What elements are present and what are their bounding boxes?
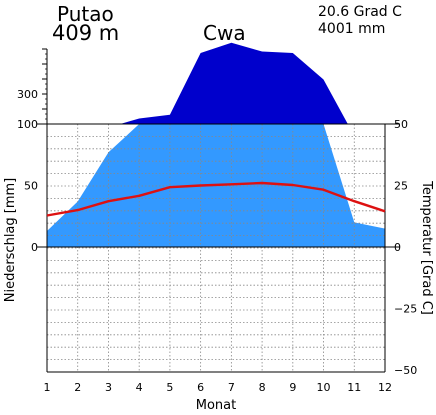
x-tick-label: 4 [136,381,143,394]
y-left-tick-label: 300 [17,88,38,101]
x-tick-label: 9 [289,381,296,394]
grid [46,123,386,373]
x-tick-label: 2 [74,381,81,394]
x-tick-label: 10 [317,381,331,394]
x-tick-label: 3 [105,381,112,394]
y-right-tick-label: −25 [394,303,417,316]
y-left-tick-label: 100 [17,118,38,131]
y-left-tick-label: 0 [31,241,38,254]
y-right-tick-label: 50 [394,118,408,131]
x-tick-label: 12 [378,381,392,394]
x-tick-label: 8 [259,381,266,394]
x-tick-label: 11 [347,381,361,394]
station-elevation: 409 m [52,21,120,45]
precip-area-high [120,42,348,124]
y-left-tick-label: 50 [24,180,38,193]
y-right-tick-label: 25 [394,180,408,193]
y-left-axis-title: Niederschlag [mm] [3,178,18,303]
x-tick-label: 6 [197,381,204,394]
climate-class: Cwa [203,21,246,45]
x-axis-title: Monat [196,398,236,413]
temperature-line [46,181,386,217]
y-right-tick-label: −50 [394,364,417,377]
x-tick-label: 1 [44,381,51,394]
station-name: Putao [57,2,114,26]
x-tick-label: 7 [228,381,235,394]
y-right-tick-label: 0 [394,241,401,254]
annual-precipitation: 4001 mm [318,21,386,37]
x-tick-label: 5 [166,381,173,394]
mean-temperature: 20.6 Grad C [318,4,402,20]
y-right-axis-title: Temperatur [Grad C] [419,180,434,315]
